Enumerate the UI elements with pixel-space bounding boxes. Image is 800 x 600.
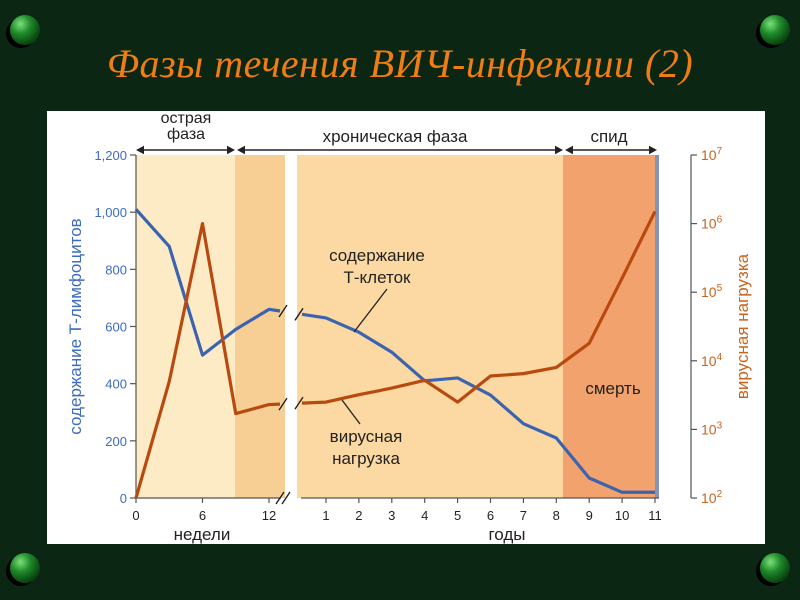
x-axis-tick-label-weeks-2: 12 — [262, 508, 276, 523]
right-axis-tick-label-4: 106 — [701, 215, 723, 232]
annotation-death: смерть — [585, 379, 641, 398]
left-axis-tick-label-6: 1,200 — [94, 148, 127, 163]
x-axis-tick-label-weeks-0: 0 — [132, 508, 139, 523]
x-axis-title-years: годы — [488, 525, 525, 544]
right-axis-tick-label-1: 103 — [701, 420, 723, 437]
x-axis-tick-label-years-9: 10 — [615, 508, 629, 523]
series-line-viral_load-years — [301, 210, 657, 405]
x-axis-title-weeks: недели — [174, 525, 231, 544]
left-axis-tick-label-2: 400 — [105, 377, 127, 392]
series-line-viral_load-weeks — [134, 221, 281, 499]
x-axis-tick-label-years-0: 1 — [322, 508, 329, 523]
phase-arrow-acute-head-left — [136, 145, 144, 155]
x-axis-tick-label-years-1: 2 — [355, 508, 362, 523]
left-axis-tick-label-4: 800 — [105, 262, 127, 277]
series-break-mark-t_cells — [294, 307, 304, 321]
x-axis-break-mark — [281, 491, 291, 505]
phase-aids-edge — [655, 155, 659, 498]
phase-label-chronic: хроническая фаза — [323, 127, 468, 146]
corner-dot-bottom-left — [10, 553, 40, 583]
phase-chronic-band — [297, 155, 563, 498]
hiv-phases-chart: острая фаза хроническая фаза спид 0 200 400 600… — [66, 110, 752, 544]
corner-dot-bottom-right — [760, 553, 790, 583]
phase-label-aids: спид — [590, 127, 627, 146]
right-axis-title: вирусная нагрузка — [733, 253, 752, 399]
left-axis-tick-label-5: 1,000 — [94, 205, 127, 220]
x-axis-tick-label-years-8: 9 — [586, 508, 593, 523]
phase-arrow-chronic-head-right — [555, 145, 563, 155]
chart-panel: острая фаза хроническая фаза спид 0 200 400 600… — [47, 110, 765, 544]
x-axis-tick-label-years-3: 4 — [421, 508, 428, 523]
x-axis-tick-label-years-5: 6 — [487, 508, 494, 523]
left-axis-tick-label-3: 600 — [105, 320, 127, 335]
left-axis-title: содержание Т-лимфоцитов — [66, 218, 85, 434]
series-label-t-cells-leader — [353, 288, 388, 333]
x-axis-tick-label-years-4: 5 — [454, 508, 461, 523]
phase-arrow-acute-head-right — [227, 145, 235, 155]
phase-label-acute: острая фаза — [161, 111, 212, 143]
right-axis-tick-label-0: 102 — [701, 489, 723, 506]
corner-dot-top-right — [760, 15, 790, 45]
series-line-t_cells-years — [301, 312, 655, 494]
series-break-mark-viral_load — [278, 397, 288, 411]
series-label-viral-load-leader — [341, 399, 361, 425]
left-axis-tick-label-1: 200 — [105, 434, 127, 449]
x-axis-tick-label-years-10: 11 — [648, 508, 662, 523]
phase-arrow-chronic-head-left — [237, 145, 245, 155]
right-axis-tick-label-2: 104 — [701, 352, 723, 369]
phase-aids-band — [563, 155, 655, 498]
series-label-t-cells: содержание Т-клеток — [329, 246, 425, 287]
corner-dot-top-left — [10, 15, 40, 45]
x-axis-tick-label-years-2: 3 — [388, 508, 395, 523]
phase-arrow-aids-head-left — [565, 145, 573, 155]
x-axis-break-mark — [275, 491, 285, 505]
right-axis-tick-label-5: 107 — [701, 146, 723, 163]
x-axis-tick-label-years-6: 7 — [520, 508, 527, 523]
series-break-mark-viral_load — [294, 396, 304, 410]
right-axis-tick-label-3: 105 — [701, 283, 723, 300]
series-break-mark-t_cells — [278, 304, 288, 318]
slide-title: Фазы течения ВИЧ-инфекции (2) — [106, 41, 694, 86]
x-axis-tick-label-years-7: 8 — [553, 508, 560, 523]
phase-arrow-aids-head-right — [649, 145, 657, 155]
left-axis-tick-label-0: 0 — [120, 491, 127, 506]
series-line-t_cells-weeks — [134, 208, 281, 357]
x-axis-tick-label-weeks-1: 6 — [199, 508, 206, 523]
series-label-viral-load: вирусная нагрузка — [330, 427, 403, 468]
